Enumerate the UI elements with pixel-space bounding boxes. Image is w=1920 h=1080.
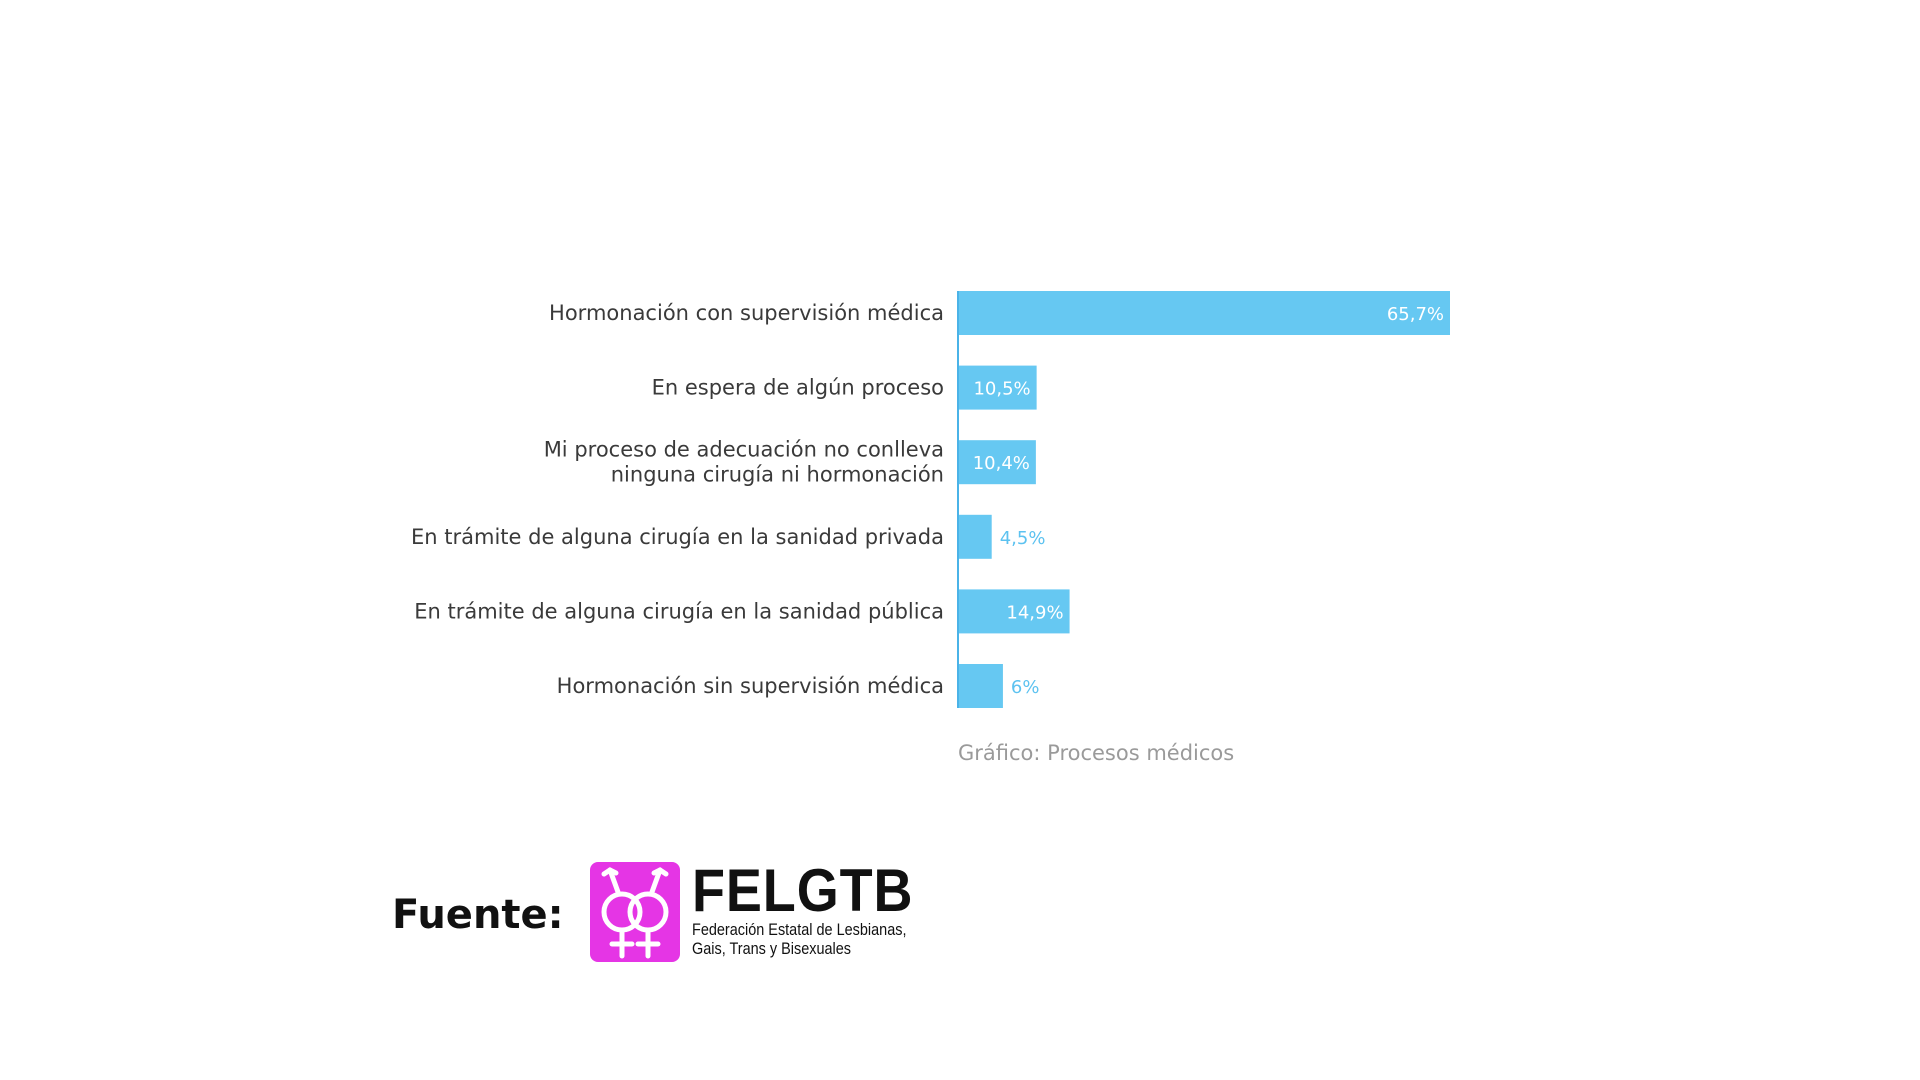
bar-3 — [958, 514, 992, 559]
category-label-2-line0: Mi proceso de adecuación no conlleva — [544, 438, 944, 462]
chart-caption: Gráfico: Procesos médicos — [958, 741, 1234, 765]
bars — [958, 291, 1450, 708]
category-label-1: En espera de algún proceso — [652, 376, 944, 400]
category-labels: Hormonación con supervisión médica En esp… — [411, 301, 944, 698]
bar-4 — [958, 589, 1070, 634]
category-label-0: Hormonación con supervisión médica — [549, 301, 944, 325]
intertwined-gender-symbols-icon — [590, 862, 680, 962]
logo-subtitle-line1: Federación Estatal de Lesbianas, — [692, 920, 907, 939]
value-label-3: 4,5% — [1000, 528, 1046, 549]
logo-text: FELGTB Federación Estatal de Lesbianas, … — [692, 857, 944, 959]
value-label-1: 10,5% — [973, 379, 1030, 400]
bar-0 — [958, 291, 1450, 335]
source-label: Fuente: — [392, 892, 564, 938]
logo-name: FELGTB — [692, 857, 914, 924]
value-label-4: 14,9% — [1006, 602, 1063, 623]
felgtb-logo: FELGTB Federación Estatal de Lesbianas, … — [590, 857, 944, 962]
value-labels: 65,7% 10,5% 10,4% 4,5% 14,9% 6% — [973, 304, 1444, 698]
bar-2 — [958, 440, 1036, 485]
category-label-5: Hormonación sin supervisión médica — [557, 674, 944, 698]
bar-5 — [958, 664, 1003, 708]
bar-1 — [958, 365, 1037, 410]
category-label-2-line1: ninguna cirugía ni hormonación — [611, 463, 944, 487]
value-label-0: 65,7% — [1387, 304, 1444, 325]
value-label-5: 6% — [1011, 677, 1040, 698]
category-label-3: En trámite de alguna cirugía en la sanid… — [411, 525, 944, 549]
value-label-2: 10,4% — [973, 453, 1030, 474]
category-label-4: En trámite de alguna cirugía en la sanid… — [414, 599, 944, 623]
logo-subtitle-line2: Gais, Trans y Bisexuales — [692, 939, 852, 958]
